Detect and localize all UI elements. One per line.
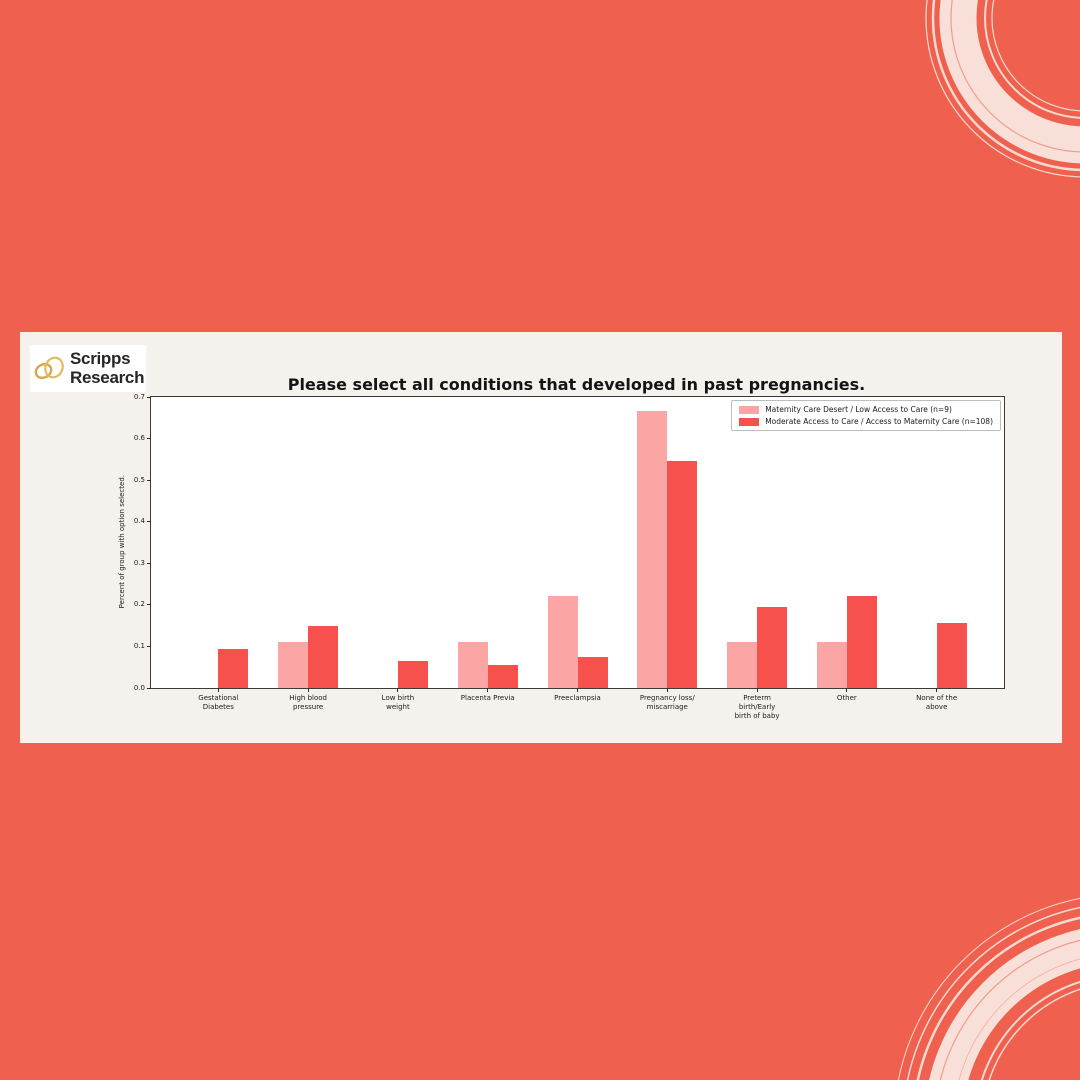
- bar: [278, 641, 309, 688]
- y-tick-mark: [147, 438, 151, 440]
- y-tick-mark: [147, 396, 151, 398]
- x-category-label: Placenta Previa: [460, 694, 515, 702]
- x-tick-mark: [666, 688, 668, 692]
- bar: [637, 410, 668, 688]
- x-tick-mark: [487, 688, 489, 692]
- bar: [846, 595, 877, 688]
- x-tick-mark: [217, 688, 219, 692]
- x-category-label: Preeclampsia: [554, 694, 601, 702]
- x-category-label: High blood pressure: [289, 694, 327, 711]
- scripps-research-logo: Scripps Research: [30, 345, 146, 392]
- y-tick-mark: [147, 687, 151, 689]
- legend-swatch: [739, 417, 760, 426]
- decorative-arc-bottom-right: [897, 897, 1080, 1080]
- logo-line2: Research: [70, 367, 145, 387]
- x-tick-mark: [307, 688, 309, 692]
- y-tick-label: 0.2: [133, 600, 145, 609]
- y-tick-label: 0.3: [133, 558, 145, 567]
- bar: [727, 641, 758, 688]
- x-category-label: Gestational Diabetes: [198, 694, 239, 711]
- bar: [667, 461, 698, 688]
- legend-item: Maternity Care Desert / Low Access to Ca…: [739, 405, 993, 414]
- bar: [936, 622, 967, 688]
- x-tick-mark: [846, 688, 848, 692]
- x-category-label: Preterm birth/Early birth of baby: [734, 694, 780, 720]
- x-tick-mark: [936, 688, 938, 692]
- y-tick-mark: [147, 521, 151, 523]
- y-tick-label: 0.1: [133, 641, 145, 650]
- legend-label: Maternity Care Desert / Low Access to Ca…: [765, 405, 952, 414]
- y-tick-label: 0.5: [133, 475, 145, 484]
- x-category-label: Other: [836, 694, 857, 702]
- legend: Maternity Care Desert / Low Access to Ca…: [731, 400, 1001, 431]
- x-tick-mark: [756, 688, 758, 692]
- bar: [308, 626, 339, 688]
- bar: [487, 664, 518, 688]
- y-tick-label: 0.7: [133, 392, 145, 401]
- bar: [577, 657, 608, 688]
- plot-area: Maternity Care Desert / Low Access to Ca…: [134, 393, 1005, 720]
- legend-label: Moderate Access to Care / Access to Mate…: [765, 417, 993, 426]
- legend-swatch: [739, 405, 760, 414]
- decorative-arc-top-right: [925, 0, 1080, 178]
- y-tick-label: 0.0: [133, 683, 145, 692]
- y-tick-mark: [147, 562, 151, 564]
- x-category-label: None of the above: [916, 694, 958, 711]
- y-tick-mark: [147, 604, 151, 606]
- x-tick-mark: [397, 688, 399, 692]
- y-tick-label: 0.4: [133, 517, 145, 526]
- content-card: Scripps Research Please select all condi…: [20, 332, 1062, 743]
- y-tick-mark: [147, 479, 151, 481]
- bar: [397, 660, 428, 688]
- y-tick-label: 0.6: [133, 434, 145, 443]
- x-tick-mark: [577, 688, 578, 692]
- bar: [757, 607, 788, 688]
- x-category-label: Low birth weight: [381, 694, 415, 711]
- infinity-logo-icon: [34, 356, 64, 379]
- bar: [218, 649, 249, 688]
- legend-item: Moderate Access to Care / Access to Mate…: [739, 417, 993, 426]
- logo-wordmark: Scripps Research: [70, 349, 145, 387]
- y-tick-mark: [147, 645, 151, 647]
- logo-line1: Scripps: [70, 349, 131, 369]
- bar: [816, 641, 847, 688]
- x-category-label: Pregnancy loss/ miscarriage: [639, 694, 695, 711]
- bar: [547, 595, 578, 688]
- bar: [457, 641, 488, 688]
- chart-title: Please select all conditions that develo…: [287, 375, 866, 394]
